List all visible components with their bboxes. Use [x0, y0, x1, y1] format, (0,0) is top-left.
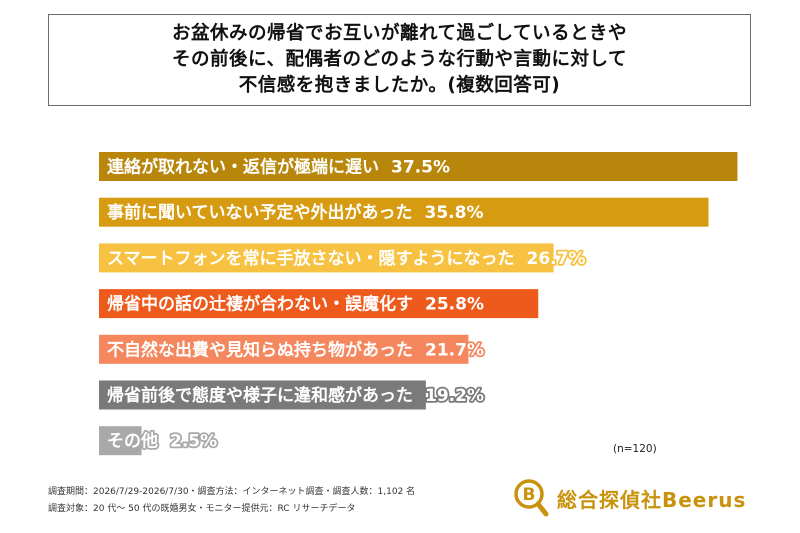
bar-label-5: 帰省前後で態度や様子に違和感があった 19.2% — [107, 385, 484, 406]
bar-4 — [99, 334, 469, 364]
category-label-1: 事前に聞いていない予定や外出があった — [107, 202, 413, 223]
bar-label-3: 帰省中の話の辻褄が合わない・誤魔化す 25.8% — [107, 294, 484, 315]
bar-5 — [99, 380, 426, 410]
category-label-0: 連絡が取れない・返信が極端に遅い — [107, 157, 379, 178]
bar-label-1: 事前に聞いていない予定や外出があった 35.8% — [107, 202, 483, 223]
bar-label-2: スマートフォンを常に手放さない・隠すようになった 26.7% — [107, 248, 585, 269]
bar-2 — [99, 243, 554, 273]
sample-size-note: (n=120) — [613, 443, 657, 455]
chart-title-box: お盆休みの帰省でお互いが離れて過ごしているときや その前後に、配偶者のどのような… — [48, 14, 751, 106]
value-label-0: 37.5% — [391, 158, 450, 178]
footer-survey-period: 調査期間：2026/7/29-2026/7/30・調査方法：インターネット調査・… — [48, 487, 416, 497]
bar-6 — [99, 426, 142, 456]
bar-label-0: 連絡が取れない・返信が極端に遅い 37.5% — [107, 157, 450, 178]
bar-chart: 連絡が取れない・返信が極端に遅い 37.5% 事前に聞いていない予定や外出があった 3… — [99, 152, 738, 456]
bar-3 — [99, 289, 539, 319]
category-label-4: 不自然な出費や見知らぬ持ち物があった — [107, 339, 413, 360]
magnifier-logo-icon: B — [514, 479, 549, 517]
chart-title-line-3: 不信感を抱きましたか。(複数回答可) — [238, 75, 561, 96]
category-label-2: スマートフォンを常に手放さない・隠すようになった — [107, 248, 515, 269]
value-label-6: 2.5% — [170, 432, 217, 452]
footer-survey-target: 調査対象：20 代～ 50 代の既婚男女・モニター提供元：RC リサーチデータ — [48, 504, 356, 514]
value-label-4: 21.7% — [425, 340, 484, 360]
company-logo: B 総合探偵社Beerus — [513, 478, 746, 518]
category-label-5: 帰省前後で態度や様子に違和感があった — [107, 385, 413, 406]
chart-title-line-1: お盆休みの帰省でお互いが離れて過ごしているときや — [172, 23, 627, 44]
chart-title-line-2: その前後に、配偶者のどのような行動や言動に対して — [172, 49, 627, 70]
bar-label-4: 不自然な出費や見知らぬ持ち物があった 21.7% — [107, 339, 484, 360]
svg-text:B: B — [523, 485, 536, 505]
bar-0 — [99, 152, 738, 181]
value-label-5: 19.2% — [425, 386, 484, 406]
bar-1 — [99, 197, 709, 227]
value-label-3: 25.8% — [425, 295, 484, 315]
bar-label-6: その他 2.5% — [107, 431, 217, 452]
value-label-2: 26.7% — [527, 249, 586, 269]
company-name: 総合探偵社Beerus — [557, 487, 747, 512]
category-label-6: その他 — [107, 431, 158, 452]
category-label-3: 帰省中の話の辻褄が合わない・誤魔化す — [107, 294, 413, 315]
value-label-1: 35.8% — [425, 203, 484, 223]
